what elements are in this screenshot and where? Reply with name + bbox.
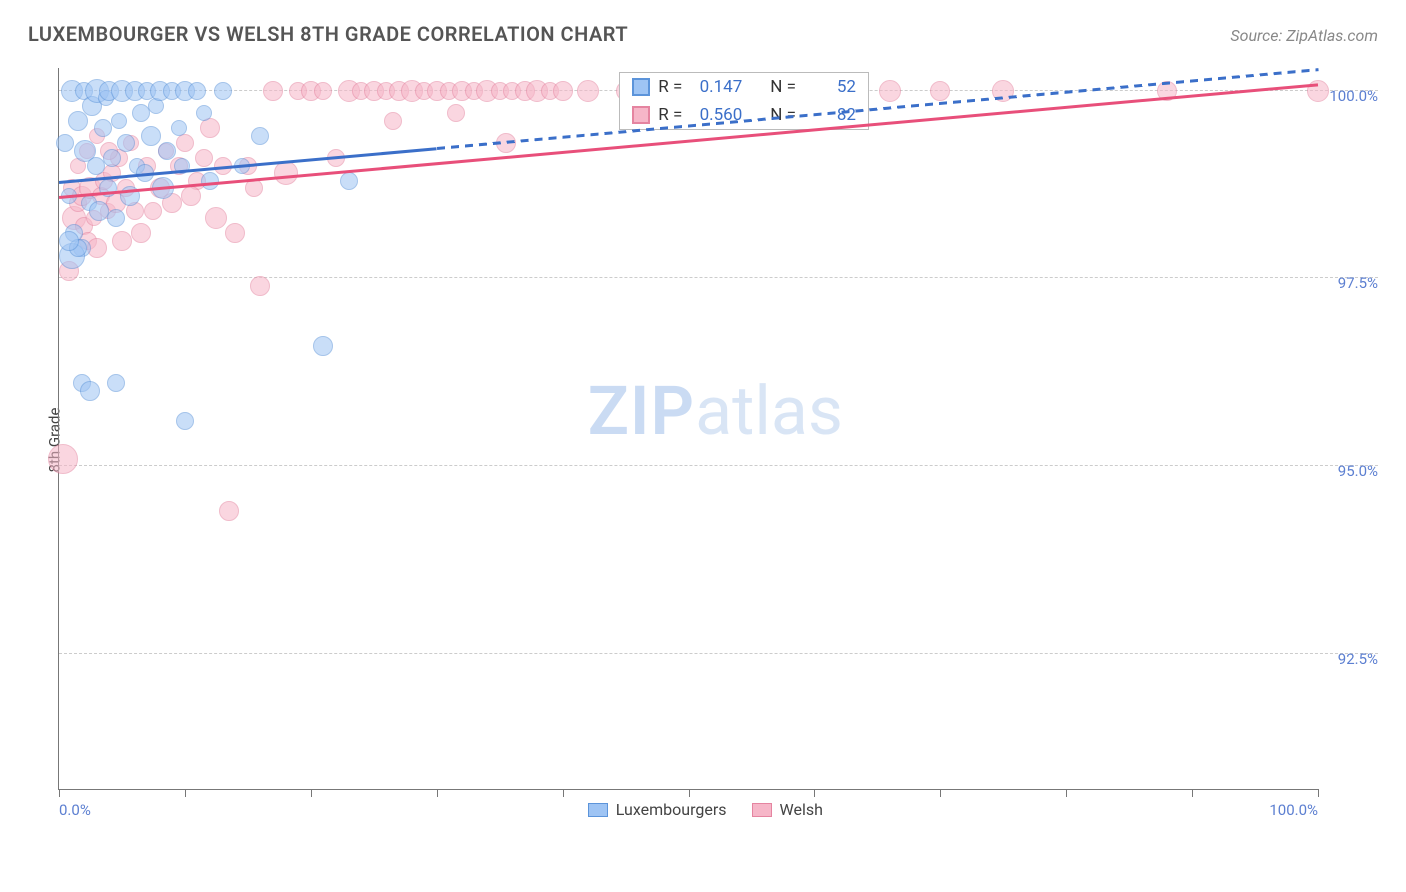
data-point: [205, 207, 227, 229]
data-point: [94, 119, 112, 137]
series-swatch: [632, 78, 650, 96]
x-tick-label: 0.0%: [59, 801, 91, 819]
data-point: [87, 157, 105, 175]
data-point: [176, 134, 194, 152]
legend-label: Luxembourgers: [616, 800, 727, 819]
data-point: [251, 127, 269, 145]
data-point: [56, 134, 74, 152]
data-point: [144, 202, 162, 220]
y-tick-label: 92.5%: [1323, 650, 1378, 668]
x-tick: [1318, 789, 1319, 797]
legend: Luxembourgers Welsh: [588, 800, 823, 819]
chart-container: 8th Grade ZIPatlas 100.0%97.5%95.0%92.5%…: [40, 60, 1380, 820]
x-tick: [311, 789, 312, 797]
data-point: [112, 231, 132, 251]
y-tick-label: 97.5%: [1323, 274, 1378, 292]
data-point: [111, 113, 127, 129]
data-point: [181, 186, 201, 206]
x-tick: [437, 789, 438, 797]
data-point: [48, 444, 78, 474]
data-point: [214, 82, 232, 100]
legend-label: Welsh: [780, 800, 823, 819]
watermark-suffix: atlas: [695, 371, 843, 451]
data-point: [176, 412, 194, 430]
data-point: [200, 118, 220, 138]
data-point: [188, 82, 206, 100]
x-tick: [563, 789, 564, 797]
r-label: R =: [658, 77, 682, 97]
r-label: R =: [658, 105, 682, 125]
data-point: [879, 80, 901, 102]
stats-row: R = 0.147 N = 52: [620, 73, 868, 101]
data-point: [447, 104, 465, 122]
legend-item: Welsh: [752, 800, 823, 819]
data-point: [80, 381, 100, 401]
data-point: [245, 179, 263, 197]
n-value: 52: [804, 77, 856, 97]
y-tick-label: 100.0%: [1323, 87, 1378, 105]
data-point: [930, 81, 950, 101]
legend-swatch: [588, 803, 608, 817]
data-point: [225, 223, 245, 243]
data-point: [219, 501, 239, 521]
x-tick: [814, 789, 815, 797]
data-point: [1307, 80, 1329, 102]
data-point: [103, 149, 121, 167]
y-tick-label: 95.0%: [1323, 462, 1378, 480]
x-tick: [59, 789, 60, 797]
gridline-h: [59, 653, 1378, 654]
data-point: [117, 134, 135, 152]
data-point: [313, 336, 333, 356]
data-point: [195, 149, 213, 167]
legend-swatch: [752, 803, 772, 817]
source-attribution: Source: ZipAtlas.com: [1230, 26, 1378, 45]
x-tick-label: 100.0%: [1269, 801, 1318, 819]
x-tick: [689, 789, 690, 797]
series-swatch: [632, 106, 650, 124]
data-point: [196, 105, 212, 121]
data-point: [250, 276, 270, 296]
data-point: [131, 223, 151, 243]
data-point: [314, 82, 332, 100]
stats-row: R =0.560N =82: [620, 101, 868, 129]
data-point: [384, 112, 402, 130]
data-point: [59, 231, 79, 251]
watermark-prefix: ZIP: [588, 371, 695, 451]
watermark: ZIPatlas: [588, 371, 843, 451]
data-point: [141, 126, 161, 146]
legend-item: Luxembourgers: [588, 800, 727, 819]
n-label: N =: [770, 77, 796, 97]
data-point: [107, 374, 125, 392]
data-point: [340, 172, 358, 190]
data-point: [201, 172, 219, 190]
r-value: 0.147: [690, 77, 742, 97]
data-point: [158, 142, 176, 160]
data-point: [274, 161, 298, 185]
x-tick: [940, 789, 941, 797]
plot-area: ZIPatlas 100.0%97.5%95.0%92.5%0.0%100.0%…: [58, 68, 1318, 790]
x-tick: [185, 789, 186, 797]
data-point: [171, 120, 187, 136]
x-tick: [1066, 789, 1067, 797]
data-point: [263, 81, 283, 101]
gridline-h: [59, 465, 1378, 466]
data-point: [553, 81, 573, 101]
chart-title: LUXEMBOURGER VS WELSH 8TH GRADE CORRELAT…: [28, 22, 628, 46]
trend-line: [437, 68, 1319, 149]
x-tick: [1192, 789, 1193, 797]
data-point: [577, 80, 599, 102]
data-point: [107, 209, 125, 227]
